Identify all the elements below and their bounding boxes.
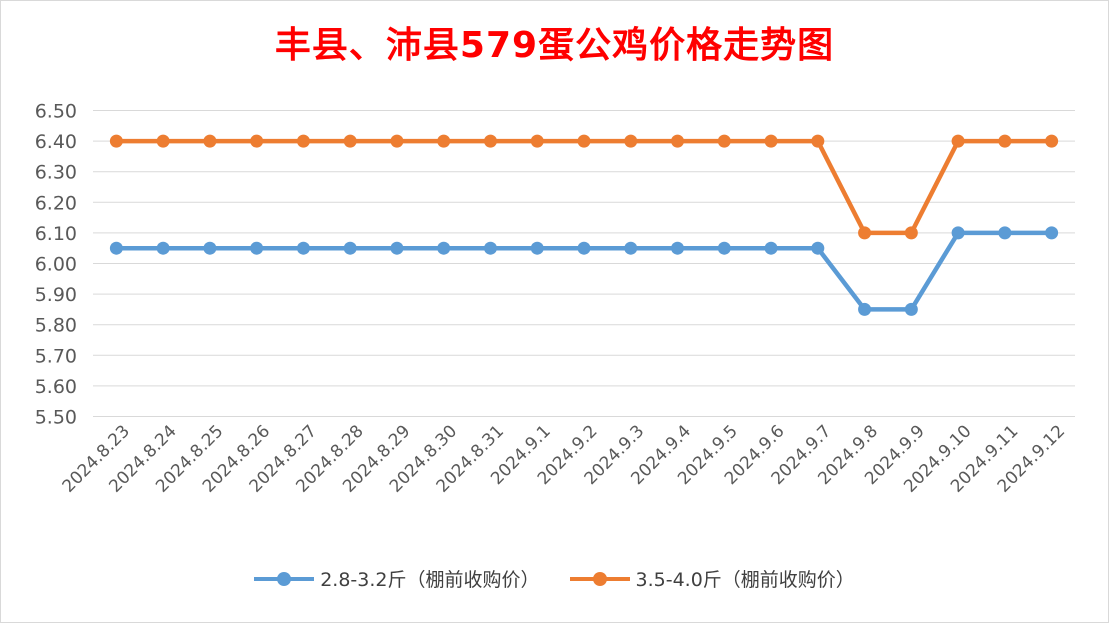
data-point[interactable]: [904, 302, 918, 316]
series-line-2: [114, 138, 1054, 236]
data-point[interactable]: [671, 241, 685, 255]
data-point[interactable]: [156, 241, 170, 255]
y-tick-label: 6.20: [35, 192, 77, 214]
data-point[interactable]: [203, 134, 217, 148]
legend-item-series-1[interactable]: 2.8-3.2斤（棚前收购价）: [254, 565, 540, 592]
data-point[interactable]: [951, 226, 965, 240]
data-point[interactable]: [858, 302, 872, 316]
legend-item-series-2[interactable]: 3.5-4.0斤（棚前收购价）: [569, 565, 855, 592]
data-point[interactable]: [764, 241, 778, 255]
y-tick-label: 5.70: [35, 345, 77, 367]
data-point[interactable]: [764, 134, 778, 148]
data-point[interactable]: [624, 134, 638, 148]
chart-title: 丰县、沛县579蛋公鸡价格走势图: [274, 25, 835, 66]
data-point[interactable]: [109, 241, 123, 255]
y-axis-ticks: 6.50 6.40 6.30 6.20 6.10 6.00 5.90 5.80 5.70 5.60…: [35, 101, 77, 429]
legend: 2.8-3.2斤（棚前收购价） 3.5-4.0斤（棚前收购价）: [0, 565, 1109, 592]
data-point[interactable]: [343, 241, 357, 255]
data-point[interactable]: [671, 134, 685, 148]
data-point[interactable]: [156, 134, 170, 148]
data-point[interactable]: [717, 241, 731, 255]
data-point[interactable]: [577, 134, 591, 148]
data-point[interactable]: [811, 241, 825, 255]
data-point[interactable]: [343, 134, 357, 148]
data-point[interactable]: [109, 134, 123, 148]
series-lines: [109, 134, 1059, 316]
data-point[interactable]: [296, 241, 310, 255]
data-point[interactable]: [390, 241, 404, 255]
legend-swatch-series-1: [254, 571, 315, 586]
data-point[interactable]: [624, 241, 638, 255]
y-tick-label: 6.40: [35, 131, 77, 153]
y-tick-label: 6.00: [35, 254, 77, 276]
data-point[interactable]: [530, 241, 544, 255]
y-tick-label: 6.30: [35, 162, 77, 184]
data-point[interactable]: [998, 134, 1012, 148]
y-tick-label: 5.80: [35, 315, 77, 337]
data-point[interactable]: [250, 241, 264, 255]
data-point[interactable]: [483, 134, 497, 148]
y-tick-label: 5.50: [35, 407, 77, 429]
y-tick-label: 6.10: [35, 223, 77, 245]
data-point[interactable]: [1045, 134, 1059, 148]
data-point[interactable]: [998, 226, 1012, 240]
data-point[interactable]: [437, 241, 451, 255]
series-1: [109, 226, 1059, 316]
data-point[interactable]: [296, 134, 310, 148]
data-point[interactable]: [1045, 226, 1059, 240]
data-point[interactable]: [483, 241, 497, 255]
data-point[interactable]: [811, 134, 825, 148]
data-point[interactable]: [390, 134, 404, 148]
series-2: [109, 134, 1059, 240]
data-point[interactable]: [437, 134, 451, 148]
data-point[interactable]: [250, 134, 264, 148]
legend-label-series-2: 3.5-4.0斤（棚前收购价）: [635, 569, 855, 591]
y-tick-label: 5.90: [35, 284, 77, 306]
data-point[interactable]: [904, 226, 918, 240]
data-point[interactable]: [203, 241, 217, 255]
data-point[interactable]: [858, 226, 872, 240]
data-point[interactable]: [530, 134, 544, 148]
gridlines: [93, 110, 1075, 417]
legend-label-series-1: 2.8-3.2斤（棚前收购价）: [320, 569, 540, 591]
data-point[interactable]: [951, 134, 965, 148]
legend-swatch-series-2: [569, 571, 630, 586]
x-axis-ticks: 2024.8.232024.8.242024.8.252024.8.262024…: [59, 421, 1070, 496]
y-tick-label: 6.50: [35, 101, 77, 123]
data-point[interactable]: [577, 241, 591, 255]
data-point[interactable]: [717, 134, 731, 148]
y-tick-label: 5.60: [35, 376, 77, 398]
